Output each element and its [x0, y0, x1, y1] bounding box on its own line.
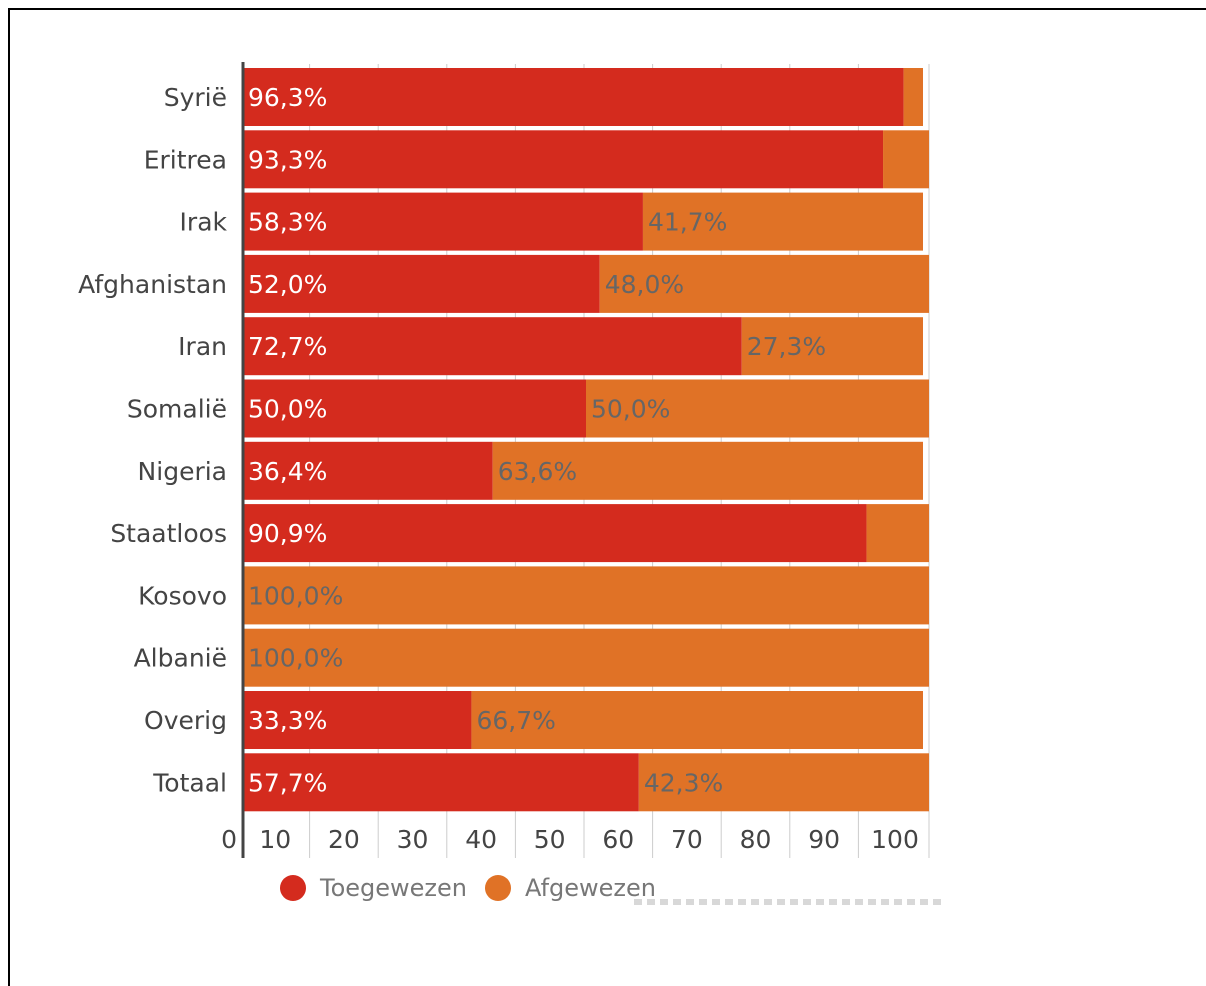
bar-segment-afgewezen [642, 192, 923, 251]
x-tick-label: 10 [259, 825, 291, 854]
bar-data-label: 93,3% [248, 145, 327, 174]
bar-segment-toegewezen [243, 317, 742, 376]
x-tick-label: 90 [808, 825, 840, 854]
x-tick-label: 30 [397, 825, 429, 854]
bar-data-label: 66,7% [476, 706, 555, 735]
bar-segment-toegewezen [243, 504, 867, 563]
bar-segment-toegewezen [243, 254, 600, 313]
bar-segment-afgewezen [492, 441, 923, 500]
decorative-dotted-divider [634, 899, 946, 905]
bar-segment-afgewezen [883, 130, 929, 189]
bar-data-label: 90,9% [248, 519, 327, 548]
category-label: Overig [144, 706, 227, 735]
bar-segment-toegewezen [243, 753, 639, 812]
bar-segment-afgewezen [243, 566, 929, 625]
bar-segment-toegewezen [243, 691, 472, 749]
x-tick-label: 20 [328, 825, 360, 854]
bar-segment-afgewezen [866, 504, 929, 563]
frame-border-left [8, 8, 10, 986]
x-tick-label: 60 [602, 825, 634, 854]
category-label: Irak [180, 208, 228, 237]
x-tick-label: 80 [740, 825, 772, 854]
bar-data-label: 72,7% [248, 332, 327, 361]
bar-data-label: 42,3% [644, 768, 723, 797]
bar-segment-toegewezen [243, 68, 904, 126]
category-label: Kosovo [138, 581, 227, 610]
bar-data-label: 57,7% [248, 768, 327, 797]
x-tick-label: 0 [221, 825, 237, 854]
bar-segment-toegewezen [243, 130, 884, 189]
legend-marker-afgewezen [485, 875, 511, 901]
bar-segment-afgewezen [903, 68, 923, 126]
category-label: Iran [178, 332, 227, 361]
category-label: Eritrea [144, 145, 227, 174]
bar-data-label: 50,0% [591, 395, 670, 424]
category-label: Somalië [127, 395, 227, 424]
bar-data-label: 33,3% [248, 706, 327, 735]
legend-label-afgewezen: Afgewezen [525, 874, 656, 902]
bar-segment-toegewezen [243, 441, 493, 500]
bar-segment-afgewezen [741, 317, 923, 376]
bar-data-label: 48,0% [605, 270, 684, 299]
category-label: Albanië [134, 644, 227, 673]
frame-border-top [8, 8, 1206, 10]
bar-data-label: 63,6% [498, 457, 577, 486]
legend-marker-toegewezen [280, 875, 306, 901]
bar-data-label: 41,7% [648, 208, 727, 237]
category-label: Nigeria [138, 457, 227, 486]
bar-data-label: 36,4% [248, 457, 327, 486]
bar-data-label: 52,0% [248, 270, 327, 299]
bar-data-label: 100,0% [248, 644, 343, 673]
legend-label-toegewezen: Toegewezen [320, 874, 467, 902]
bar-segment-toegewezen [243, 379, 586, 438]
x-tick-label: 50 [534, 825, 566, 854]
category-label: Afghanistan [78, 270, 227, 299]
category-label: Syrië [164, 83, 227, 112]
x-tick-label: 70 [671, 825, 703, 854]
legend-item-toegewezen[interactable]: Toegewezen [280, 874, 467, 902]
bar-segment-afgewezen [599, 254, 929, 313]
bar-segment-toegewezen [243, 192, 643, 251]
bar-data-label: 27,3% [747, 332, 826, 361]
bar-data-label: 50,0% [248, 395, 327, 424]
bar-segment-afgewezen [586, 379, 929, 438]
x-tick-label: 100 [871, 825, 919, 854]
x-tick-label: 40 [465, 825, 497, 854]
bar-segment-afgewezen [471, 691, 923, 749]
category-label: Staatloos [110, 519, 227, 548]
bar-segment-afgewezen [638, 753, 929, 812]
bar-data-label: 100,0% [248, 581, 343, 610]
legend-item-afgewezen[interactable]: Afgewezen [485, 874, 656, 902]
bar-data-label: 96,3% [248, 83, 327, 112]
bar-data-label: 58,3% [248, 208, 327, 237]
bar-segment-afgewezen [243, 628, 929, 687]
chart-legend: Toegewezen Afgewezen [280, 874, 674, 902]
category-label: Totaal [152, 768, 227, 797]
